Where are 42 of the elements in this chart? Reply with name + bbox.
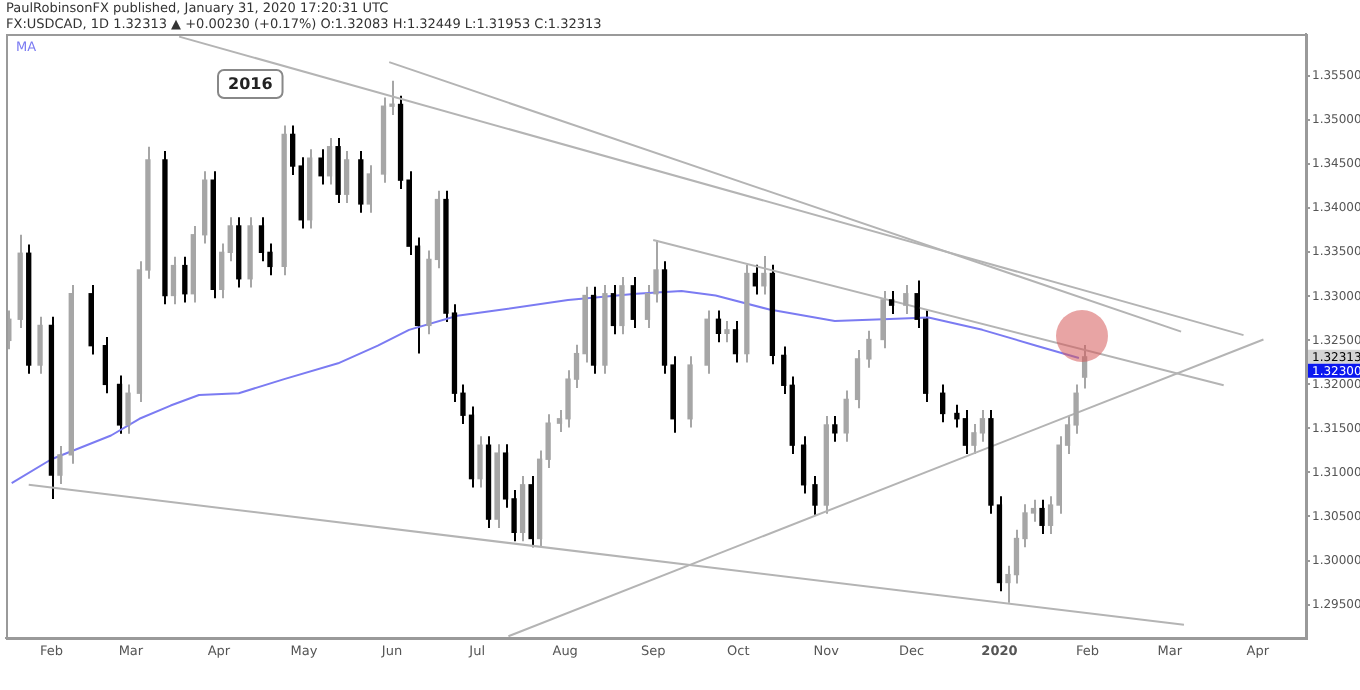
candlestick [630, 276, 636, 330]
candlestick [610, 283, 617, 336]
candlestick [800, 435, 807, 495]
candlestick [888, 290, 895, 315]
candlestick [979, 408, 986, 443]
annotation: 2016 [228, 75, 274, 94]
candlestick [290, 124, 296, 176]
candlestick [619, 276, 625, 336]
candlestick [358, 150, 364, 214]
candlestick [258, 216, 265, 263]
candlestick [116, 374, 123, 435]
candlestick [724, 320, 730, 344]
candlestick [102, 335, 109, 395]
candlestick [366, 164, 372, 214]
candlestick [227, 216, 233, 263]
candlestick [318, 148, 324, 186]
candlestick [170, 255, 177, 306]
candlestick [732, 320, 739, 364]
candlestick [182, 255, 188, 304]
candlestick [971, 423, 977, 455]
candlestick [781, 345, 787, 396]
candlestick [832, 415, 838, 443]
candlestick [57, 445, 63, 485]
candlestick [866, 329, 872, 369]
candlestick [854, 349, 861, 410]
candlestick [219, 242, 225, 300]
candlestick [326, 136, 333, 186]
candlestick [761, 254, 767, 296]
candlestick [37, 315, 43, 375]
candlestick [812, 474, 818, 516]
candlestick [1081, 343, 1088, 390]
candlestick [704, 309, 710, 375]
candlestick [880, 290, 886, 350]
candlestick [1039, 498, 1045, 536]
candlestick [125, 383, 131, 435]
candlestick [940, 383, 946, 424]
candlestick [962, 408, 969, 455]
candlestick [715, 309, 722, 344]
candlestick [843, 389, 849, 443]
candlestick [343, 150, 350, 205]
candlestick [903, 283, 909, 315]
candlestick [477, 435, 483, 489]
